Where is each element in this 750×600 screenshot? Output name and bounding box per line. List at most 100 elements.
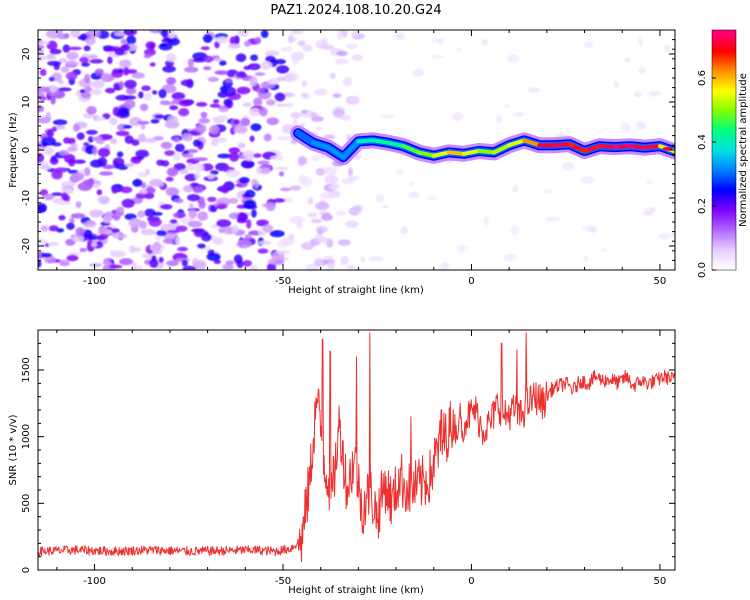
- spectrogram-cell: [99, 171, 114, 176]
- spectrogram-cell: [107, 56, 113, 65]
- spectrogram-cell: [75, 227, 84, 237]
- spectrogram-cell: [290, 112, 302, 119]
- spectrogram-cell: [83, 45, 91, 52]
- spectrogram-cell: [315, 225, 329, 233]
- spectrogram-cell: [285, 103, 294, 108]
- spectrogram-cell: [152, 241, 162, 252]
- spectrogram-cell: [194, 163, 205, 173]
- spectrogram-cell: [46, 128, 54, 138]
- colorbar-step: [712, 112, 736, 115]
- spectrogram-cell: [75, 201, 82, 209]
- spectrogram-cell: [194, 172, 201, 180]
- spectrogram-cell: [307, 196, 314, 205]
- spectrogram-cell: [225, 169, 241, 178]
- spectrogram-cell: [162, 238, 177, 244]
- ridge-segment: [431, 150, 451, 158]
- spectrogram-cell: [178, 108, 190, 117]
- spectrogram-cell: [216, 219, 232, 228]
- spectrogram-cell: [129, 116, 142, 127]
- snr-xtick-label: -50: [275, 576, 291, 587]
- spectrogram-cell: [160, 43, 168, 47]
- ridge-peak: [572, 145, 582, 150]
- colorbar-step: [712, 58, 736, 61]
- colorbar-step: [712, 222, 736, 225]
- spectrogram-cell: [135, 149, 149, 158]
- colorbar-tick-label: 0.6: [697, 70, 708, 86]
- spectrogram-cell: [154, 114, 165, 119]
- colorbar-step: [712, 186, 736, 189]
- spectrogram-cell: [269, 230, 285, 238]
- spectrogram-cell: [98, 233, 109, 240]
- spectrogram-cell: [321, 213, 333, 221]
- spectrogram-ytick-label: -10: [21, 190, 32, 206]
- spectrogram-cell: [290, 30, 304, 35]
- spectrogram-cell: [275, 250, 291, 254]
- spectrogram-cell: [408, 180, 414, 187]
- spectrogram-cell: [149, 258, 159, 269]
- colorbar-step: [712, 266, 736, 269]
- colorbar-step: [712, 192, 736, 195]
- snr-ytick-label: 0: [21, 567, 32, 573]
- spectrogram-cell: [276, 76, 287, 82]
- spectrogram-cell: [58, 215, 66, 221]
- spectrogram-cell: [193, 139, 201, 147]
- colorbar-step: [712, 74, 736, 77]
- spectrogram-cell: [218, 227, 225, 234]
- spectrogram-cell: [38, 203, 47, 213]
- colorbar-step: [712, 88, 736, 91]
- spectrogram-cell: [79, 56, 89, 64]
- spectrogram-cell: [82, 221, 97, 226]
- spectrogram-cell: [242, 260, 253, 267]
- spectrogram-cell: [233, 119, 240, 125]
- spectrogram-cell: [60, 66, 70, 73]
- spectrogram-cell: [636, 121, 647, 130]
- spectrogram-cell: [341, 30, 348, 33]
- spectrogram-cell: [173, 152, 181, 161]
- colorbar-step: [712, 92, 736, 95]
- spectrogram-cell: [348, 167, 353, 176]
- spectrogram-cell: [301, 80, 308, 87]
- spectrogram-cell: [213, 99, 220, 104]
- spectrogram-cell: [663, 44, 671, 53]
- spectrogram-cell: [105, 211, 113, 217]
- spectrogram-cell: [125, 69, 138, 74]
- spectrogram-cell: [115, 130, 130, 137]
- colorbar-step: [712, 154, 736, 157]
- spectrogram-cell: [144, 92, 152, 101]
- spectrogram-cell: [184, 66, 199, 73]
- colorbar-step: [712, 206, 736, 209]
- spectrogram-cell: [82, 179, 95, 186]
- colorbar-step: [712, 240, 736, 243]
- colorbar-step: [712, 236, 736, 239]
- colorbar-ticks: 0.0 0.2 0.4 0.6: [697, 70, 716, 278]
- spectrogram-cell: [329, 72, 336, 79]
- spectrogram-cell: [173, 212, 187, 219]
- spectrogram-cell: [58, 259, 70, 266]
- spectrogram-cell: [94, 116, 105, 122]
- colorbar-step: [712, 132, 736, 135]
- spectrogram-cell: [58, 58, 67, 63]
- spectrogram-cell: [250, 265, 258, 270]
- spectrogram-xtick-label: 50: [654, 276, 667, 287]
- spectrogram-cell: [81, 62, 90, 67]
- colorbar-step: [712, 36, 736, 39]
- spectrogram-xlabel: Height of straight line (km): [288, 285, 424, 296]
- spectrogram-cell: [276, 65, 290, 74]
- colorbar-step: [712, 98, 736, 101]
- colorbar-step: [712, 168, 736, 171]
- spectrogram-cell: [178, 99, 193, 107]
- spectrogram-cell: [202, 34, 213, 43]
- spectrogram-cell: [256, 87, 266, 94]
- spectrogram-cell: [126, 35, 137, 45]
- spectrogram-cell: [273, 198, 286, 203]
- spectrogram-cell: [243, 160, 255, 168]
- colorbar-step: [712, 34, 736, 37]
- colorbar-step: [712, 48, 736, 51]
- spectrogram-cell: [229, 36, 239, 45]
- spectrogram-cell: [68, 46, 82, 51]
- colorbar-step: [712, 176, 736, 179]
- spectrogram-cell: [495, 114, 502, 124]
- spectrogram-cell: [96, 189, 103, 196]
- spectrogram-cell: [118, 107, 130, 117]
- snr-xtick-label: 50: [654, 576, 667, 587]
